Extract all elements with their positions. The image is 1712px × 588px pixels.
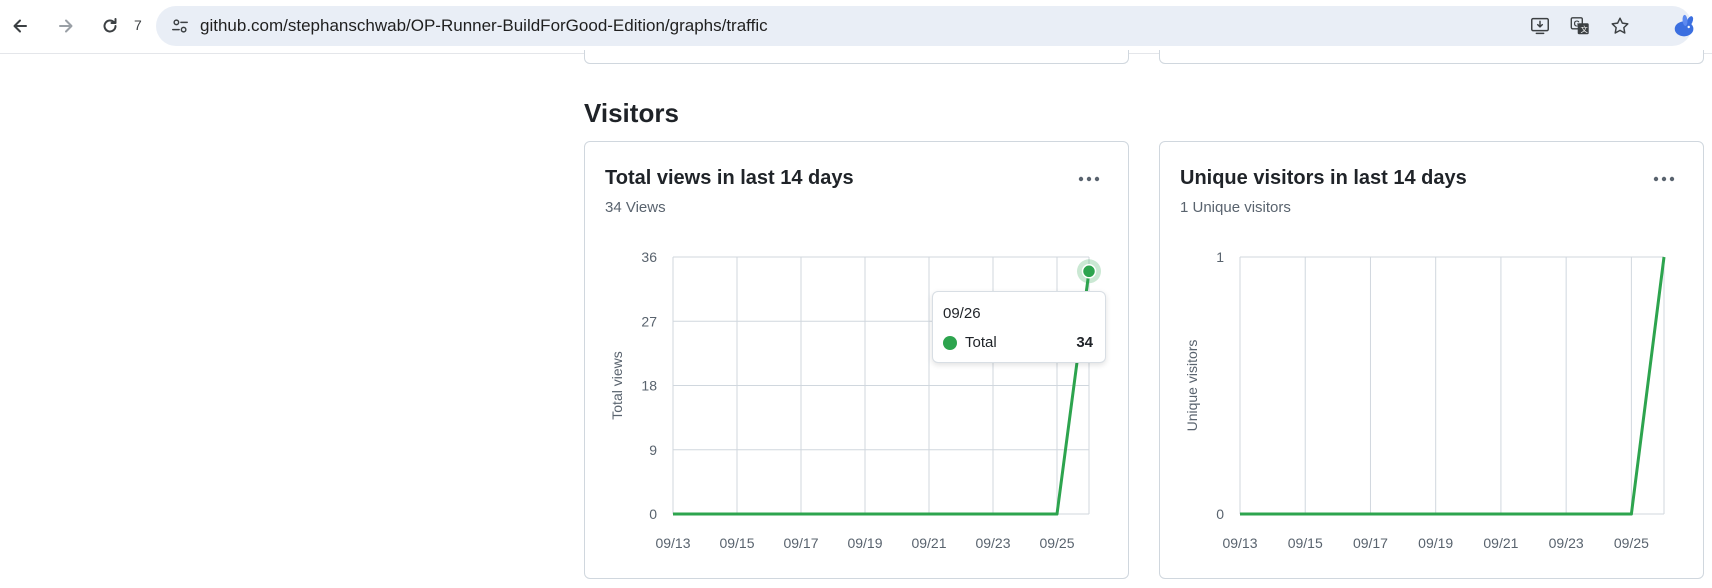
highlight-point [1081,264,1097,279]
tooltip-date: 09/26 [943,305,981,322]
x-tick-label: 09/25 [1614,535,1649,551]
x-tick-label: 09/15 [719,535,754,551]
x-tick-label: 09/17 [1353,535,1388,551]
chart-tooltip: 09/26 Total 34 [932,291,1106,363]
install-app-icon[interactable] [1528,14,1552,38]
x-tick-label: 09/21 [911,535,946,551]
url-text[interactable]: github.com/stephanschwab/OP-Runner-Build… [200,16,768,35]
previous-card-bottom [584,50,1129,64]
card-title: Total views in last 14 days [605,167,854,189]
tooltip-series-dot [943,336,957,350]
site-info-icon[interactable] [168,14,192,38]
x-tick-label: 09/19 [1418,535,1453,551]
reload-icon[interactable] [96,12,124,40]
series-line [673,271,1091,516]
browser-toolbar: 7 github.com/stephanschwab/OP-Runner-Bui… [0,0,1712,54]
forward-arrow-icon[interactable] [52,12,80,40]
x-tick-label: 09/15 [1288,535,1323,551]
x-tick-label: 09/23 [975,535,1010,551]
x-tick-label: 09/17 [783,535,818,551]
x-tick-label: 09/23 [1549,535,1584,551]
y-tick-label: 1 [1216,249,1224,265]
bookmark-star-icon[interactable] [1608,14,1632,38]
y-axis-title: Unique visitors [1184,340,1200,432]
profile-icon[interactable] [1670,12,1700,42]
y-tick-label: 0 [1216,506,1224,522]
x-tick-label: 09/21 [1483,535,1518,551]
x-tick-label: 09/25 [1039,535,1074,551]
y-axis-title: Total views [609,351,625,419]
y-tick-label: 0 [649,506,657,522]
card-subtitle: 34 Views [605,199,666,216]
x-tick-label: 09/13 [655,535,690,551]
total-views-card: Total views in last 14 days 34 Views 0 9 1… [584,141,1129,579]
previous-card-bottom [1159,50,1704,64]
tooltip-series-label: Total [965,334,997,351]
kebab-menu-icon[interactable] [1650,168,1678,190]
section-title-visitors: Visitors [584,98,679,128]
svg-text:G: G [1574,19,1580,28]
card-subtitle: 1 Unique visitors [1180,199,1291,216]
back-arrow-icon[interactable] [6,12,34,40]
svg-text:文: 文 [1580,25,1588,34]
y-tick-label: 27 [641,313,657,329]
y-tick-label: 36 [641,249,657,265]
x-tick-label: 09/13 [1222,535,1257,551]
x-tick-label: 09/19 [847,535,882,551]
address-bar[interactable]: github.com/stephanschwab/OP-Runner-Build… [156,6,1692,46]
y-tick-label: 9 [649,442,657,458]
series-line [1240,256,1666,516]
card-title: Unique visitors in last 14 days [1180,167,1467,189]
unique-visitors-chart: 0 1 09/13 09/15 09/17 09/19 09/21 09/23 09/25 Uni… [1184,249,1666,551]
kebab-menu-icon[interactable] [1075,168,1103,190]
reload-count: 7 [134,17,142,33]
y-tick-label: 18 [641,378,657,394]
unique-visitors-card: Unique visitors in last 14 days 1 Unique… [1159,141,1704,579]
tooltip-value: 34 [1076,334,1093,351]
